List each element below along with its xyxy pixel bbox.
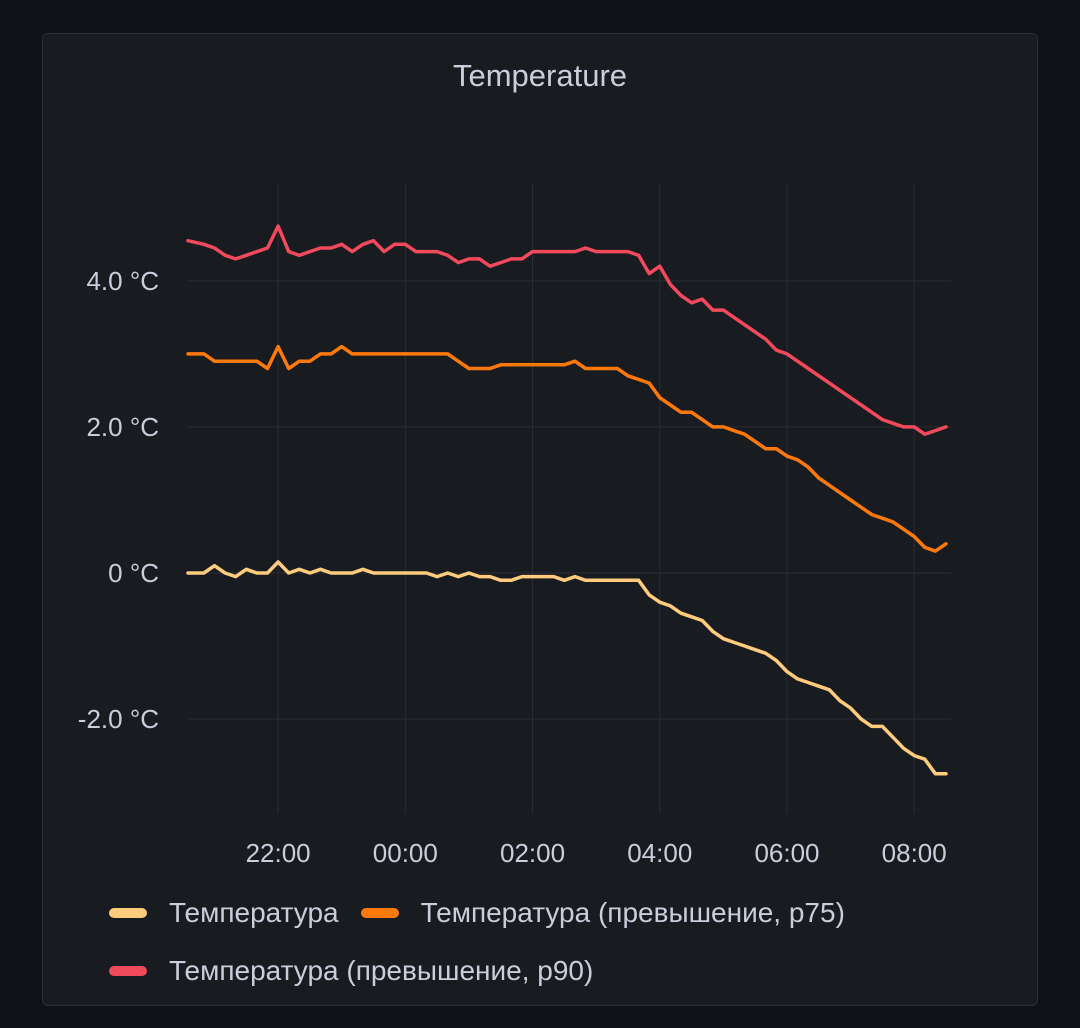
legend-label-temperature-p75: Температура (превышение, p75) (420, 897, 845, 928)
x-tick-label: 04:00 (627, 838, 692, 868)
x-tick-label: 06:00 (754, 838, 819, 868)
legend-item-temperature[interactable]: Температура (109, 897, 339, 929)
legend-row-2: Температура (превышение, p90) (109, 942, 1009, 1000)
legend-swatch-temperature-p75 (360, 908, 399, 918)
panel-title: Temperature (452, 58, 628, 93)
series-line-temperature (186, 560, 948, 776)
temperature-chart: -2.0 °C 0 °C 2.0 °C 4.0 °C 22:00 00:00 02:00 04… (78, 184, 951, 868)
x-tick-label: 02:00 (500, 838, 565, 868)
series-line-temperature-p75 (186, 344, 948, 553)
y-tick-label: 4.0 °C (86, 266, 159, 296)
x-tick-label: 08:00 (882, 838, 947, 868)
x-tick-label: 22:00 (246, 838, 311, 868)
y-tick-label: 2.0 °C (86, 412, 159, 442)
x-tick-label: 00:00 (373, 838, 438, 868)
legend-label-temperature: Температура (169, 897, 339, 928)
legend-item-temperature-p90[interactable]: Температура (превышение, p90) (109, 955, 593, 987)
y-tick-label: 0 °C (108, 558, 159, 588)
y-tick-label: -2.0 °C (78, 704, 159, 734)
legend-swatch-temperature (109, 908, 147, 918)
chart-panel: Temperature -2.0 °C 0 °C 2.0 °C 4.0 °C 22:00… (42, 33, 1038, 1006)
legend-item-temperature-p75[interactable]: Температура (превышение, p75) (360, 897, 845, 929)
legend-swatch-temperature-p90 (109, 966, 147, 976)
legend: Температура Температура (превышение, p75… (109, 884, 1009, 1000)
legend-row-1: Температура Температура (превышение, p75… (109, 884, 1009, 942)
series-line-temperature-p90 (186, 224, 948, 436)
legend-label-temperature-p90: Температура (превышение, p90) (169, 955, 594, 986)
